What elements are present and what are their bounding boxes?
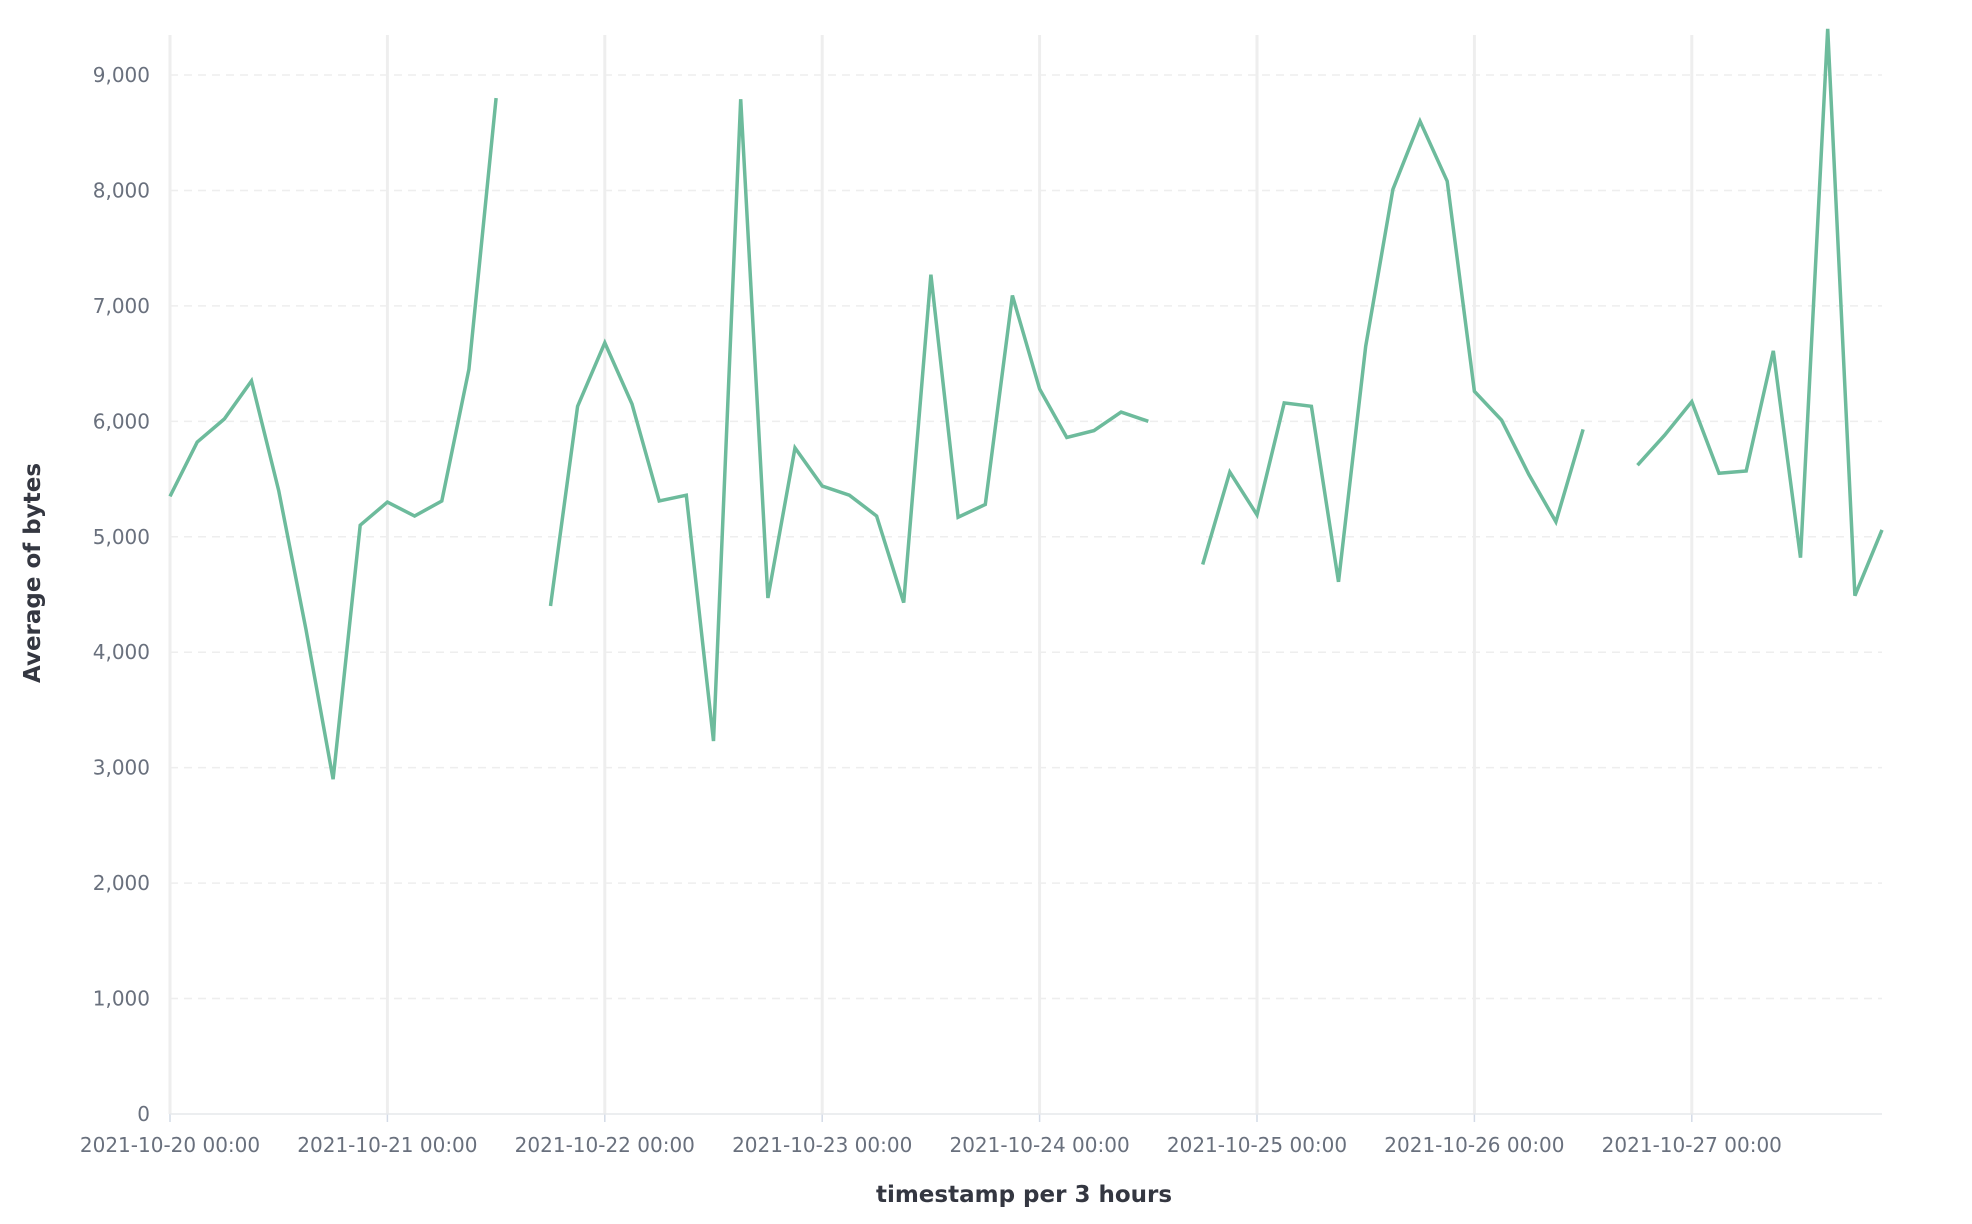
series-line-segment — [548, 99, 1149, 742]
x-tick-label: 2021-10-25 00:00 — [1167, 1133, 1347, 1157]
y-tick-label: 1,000 — [93, 987, 150, 1011]
y-tick-label: 5,000 — [93, 525, 150, 549]
x-tick-label: 2021-10-26 00:00 — [1384, 1133, 1564, 1157]
x-tick-label: 2021-10-20 00:00 — [80, 1133, 260, 1157]
x-tick-label: 2021-10-23 00:00 — [732, 1133, 912, 1157]
y-tick-label: 7,000 — [93, 294, 150, 318]
series-line — [168, 28, 1884, 780]
series-line-segment — [1201, 116, 1585, 583]
series-line-segment — [1636, 28, 1884, 597]
y-tick-label: 2,000 — [93, 871, 150, 895]
axes — [168, 35, 1882, 1122]
y-tick-label: 0 — [137, 1102, 150, 1126]
x-tick-label: 2021-10-21 00:00 — [297, 1133, 477, 1157]
y-tick-label: 8,000 — [93, 178, 150, 202]
x-axis-title: timestamp per 3 hours — [876, 1182, 1172, 1208]
y-tick-label: 4,000 — [93, 640, 150, 664]
x-tick-label: 2021-10-27 00:00 — [1602, 1133, 1782, 1157]
y-tick-label: 6,000 — [93, 409, 150, 433]
y-tick-label: 9,000 — [93, 63, 150, 87]
series-line-segment — [168, 97, 498, 780]
x-tick-label: 2021-10-24 00:00 — [949, 1133, 1129, 1157]
y-tick-label: 3,000 — [93, 756, 150, 780]
tick-labels: 0 1,000 2,000 3,000 4,000 5,000 6,000 7,000 8,00… — [80, 63, 1782, 1157]
grid — [170, 35, 1882, 1114]
y-axis-title: Average of bytes — [20, 463, 46, 683]
x-tick-label: 2021-10-22 00:00 — [515, 1133, 695, 1157]
